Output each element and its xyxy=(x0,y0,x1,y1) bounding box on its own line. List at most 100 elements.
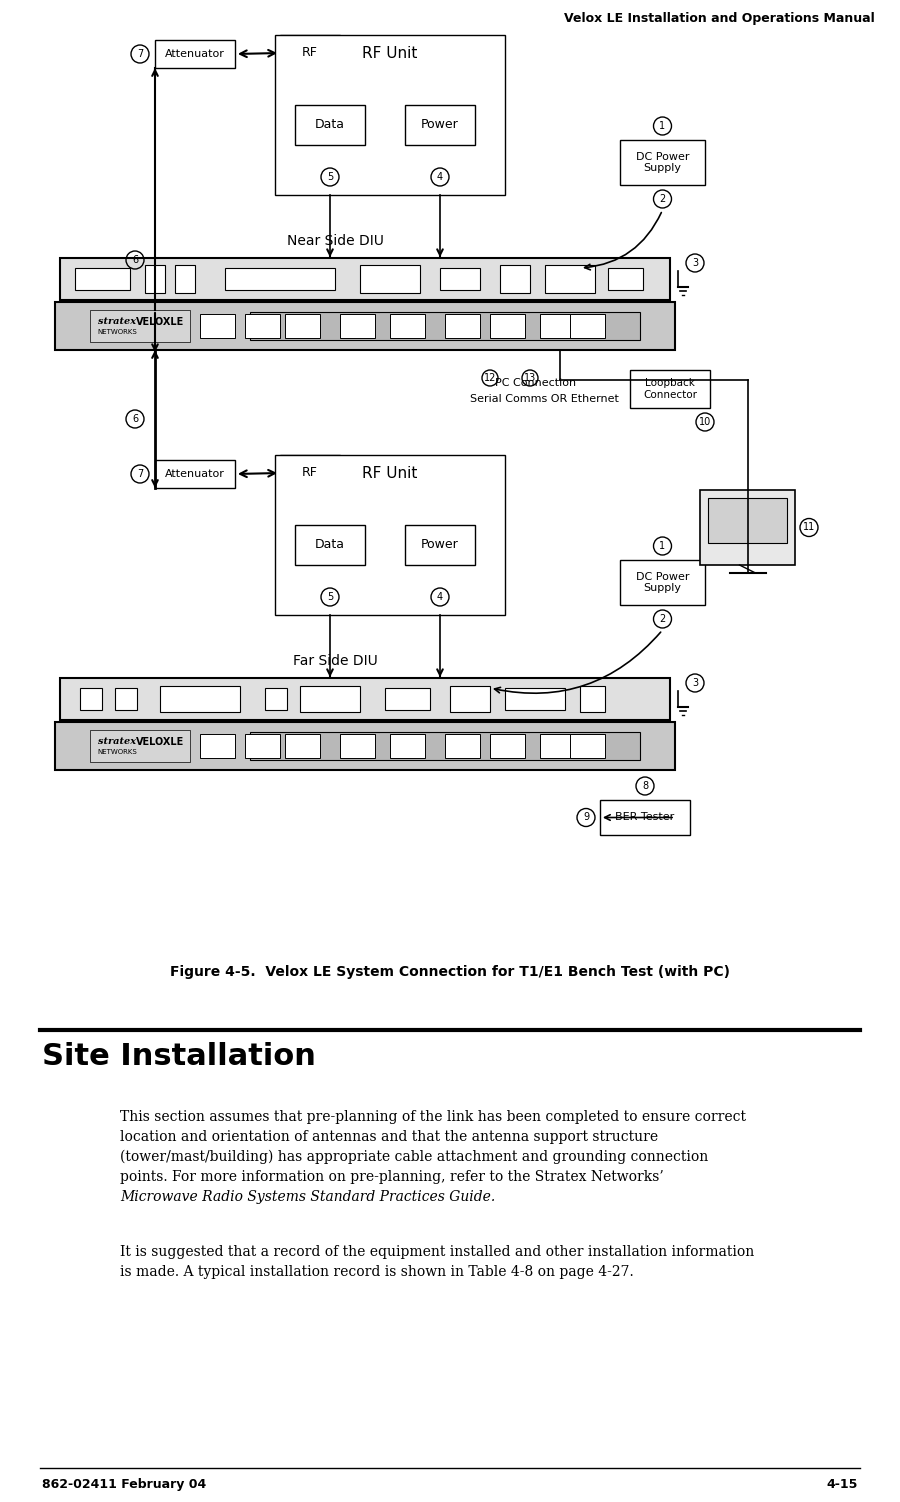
Text: VELOXLE: VELOXLE xyxy=(136,317,184,327)
Bar xyxy=(545,264,595,293)
Bar xyxy=(490,314,525,338)
Text: VELOXLE: VELOXLE xyxy=(136,737,184,746)
Bar xyxy=(90,309,190,342)
Text: 5: 5 xyxy=(327,173,333,182)
Text: 8: 8 xyxy=(642,781,648,792)
Text: Attenuator: Attenuator xyxy=(165,469,225,479)
Bar xyxy=(440,267,480,290)
Bar xyxy=(390,314,425,338)
Bar xyxy=(200,734,235,759)
Text: 10: 10 xyxy=(699,418,711,427)
Text: 862-02411 February 04: 862-02411 February 04 xyxy=(42,1478,206,1491)
Bar xyxy=(250,312,640,339)
Text: Microwave Radio Systems Standard Practices Guide.: Microwave Radio Systems Standard Practic… xyxy=(120,1190,495,1205)
Text: Attenuator: Attenuator xyxy=(165,50,225,59)
Text: Far Side DIU: Far Side DIU xyxy=(292,653,377,668)
Bar xyxy=(700,490,795,565)
Text: 7: 7 xyxy=(137,50,143,59)
Text: 3: 3 xyxy=(692,258,698,267)
Bar xyxy=(145,264,165,293)
Bar xyxy=(445,734,480,759)
Bar xyxy=(570,734,605,759)
Text: PC Connection: PC Connection xyxy=(495,379,576,388)
Text: Site Installation: Site Installation xyxy=(42,1042,316,1071)
Text: 1: 1 xyxy=(660,122,666,131)
Bar xyxy=(405,526,475,565)
Bar xyxy=(155,41,235,68)
Bar xyxy=(175,264,195,293)
Bar xyxy=(60,677,670,719)
Bar xyxy=(445,314,480,338)
Circle shape xyxy=(226,321,234,330)
Text: 3: 3 xyxy=(692,677,698,688)
Text: Data: Data xyxy=(315,539,345,551)
Text: Data: Data xyxy=(315,119,345,132)
Text: 2: 2 xyxy=(660,194,666,204)
Bar xyxy=(360,264,420,293)
Bar xyxy=(245,314,280,338)
Text: 4: 4 xyxy=(436,592,443,602)
Text: This section assumes that pre-planning of the link has been completed to ensure : This section assumes that pre-planning o… xyxy=(120,1110,746,1123)
Text: location and orientation of antennas and that the antenna support structure: location and orientation of antennas and… xyxy=(120,1130,658,1145)
Bar xyxy=(115,688,137,710)
Text: NETWORKS: NETWORKS xyxy=(97,749,137,756)
Text: 4: 4 xyxy=(436,173,443,182)
Text: 9: 9 xyxy=(583,813,590,823)
Bar xyxy=(285,314,320,338)
Text: Figure 4-5.  Velox LE System Connection for T1/E1 Bench Test (with PC): Figure 4-5. Velox LE System Connection f… xyxy=(170,964,730,979)
Bar xyxy=(280,455,340,491)
Text: RF Unit: RF Unit xyxy=(363,45,418,60)
Bar xyxy=(390,734,425,759)
Bar xyxy=(620,560,705,605)
Bar xyxy=(300,686,360,712)
Text: RF: RF xyxy=(302,467,318,479)
Bar xyxy=(450,686,490,712)
Bar xyxy=(608,267,643,290)
Bar xyxy=(620,140,705,185)
Bar xyxy=(285,734,320,759)
Text: 6: 6 xyxy=(132,255,138,264)
Bar xyxy=(490,734,525,759)
Bar xyxy=(245,734,280,759)
Bar xyxy=(295,526,365,565)
Bar xyxy=(90,730,190,762)
Text: Velox LE Installation and Operations Manual: Velox LE Installation and Operations Man… xyxy=(564,12,875,26)
Text: stratex: stratex xyxy=(98,317,136,326)
Bar xyxy=(500,264,530,293)
Bar xyxy=(75,267,130,290)
Text: Power: Power xyxy=(421,539,459,551)
Bar xyxy=(80,688,102,710)
Text: DC Power
Supply: DC Power Supply xyxy=(635,572,689,593)
Bar xyxy=(540,734,575,759)
Text: RF: RF xyxy=(302,47,318,60)
Bar xyxy=(155,460,235,488)
Bar xyxy=(708,499,787,544)
Bar xyxy=(250,731,640,760)
Text: 12: 12 xyxy=(484,372,496,383)
Bar xyxy=(405,105,475,146)
Bar xyxy=(265,688,287,710)
Text: points. For more information on pre-planning, refer to the Stratex Networks’: points. For more information on pre-plan… xyxy=(120,1170,664,1184)
Text: Loopback
Connector: Loopback Connector xyxy=(643,379,697,400)
Text: It is suggested that a record of the equipment installed and other installation : It is suggested that a record of the equ… xyxy=(120,1245,754,1259)
Text: 6: 6 xyxy=(132,415,138,424)
Bar xyxy=(55,722,675,771)
Bar xyxy=(225,267,335,290)
Bar xyxy=(295,105,365,146)
Text: 4-15: 4-15 xyxy=(826,1478,858,1491)
Bar xyxy=(580,686,605,712)
Text: stratex: stratex xyxy=(98,737,136,746)
Bar xyxy=(505,688,565,710)
Bar xyxy=(160,686,240,712)
Bar xyxy=(630,369,710,409)
Text: 2: 2 xyxy=(660,614,666,623)
Text: Near Side DIU: Near Side DIU xyxy=(286,234,383,248)
Text: BER Tester: BER Tester xyxy=(616,813,675,823)
Bar xyxy=(340,734,375,759)
Bar xyxy=(275,35,505,195)
Text: 5: 5 xyxy=(327,592,333,602)
Text: NETWORKS: NETWORKS xyxy=(97,329,137,335)
Bar xyxy=(340,314,375,338)
Bar xyxy=(385,688,430,710)
Text: Serial Comms OR Ethernet: Serial Comms OR Ethernet xyxy=(470,394,619,404)
